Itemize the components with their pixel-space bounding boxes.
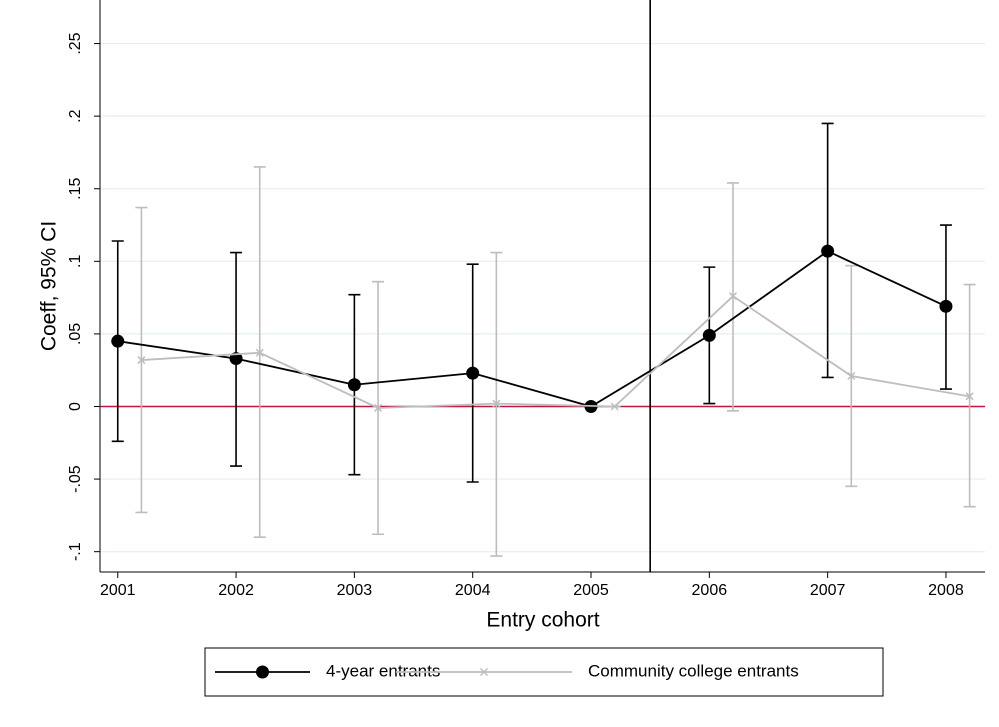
point xyxy=(821,244,835,258)
x-tick-label: 2006 xyxy=(692,582,728,599)
x-tick-label: 2007 xyxy=(810,582,846,599)
y-tick-label: .2 xyxy=(67,109,84,122)
y-tick-label: .1 xyxy=(67,255,84,268)
legend-label: Community college entrants xyxy=(588,661,799,680)
point xyxy=(111,334,125,348)
y-axis-label: Coeff, 95% CI xyxy=(38,221,61,351)
point xyxy=(347,378,361,392)
x-axis-label: Entry cohort xyxy=(486,609,599,632)
y-tick-label: .25 xyxy=(67,32,84,54)
point xyxy=(466,366,480,380)
y-tick-label: -.05 xyxy=(67,465,84,493)
x-tick-label: 2004 xyxy=(455,582,491,599)
point xyxy=(255,348,264,357)
x-tick-label: 2003 xyxy=(337,582,373,599)
point xyxy=(229,352,243,366)
point xyxy=(965,392,974,401)
point xyxy=(728,292,738,301)
y-tick-label: -.1 xyxy=(67,542,84,561)
point xyxy=(939,299,953,313)
legend-label: 4-year entrants xyxy=(326,661,440,680)
legend-marker xyxy=(256,665,269,679)
point xyxy=(137,356,146,365)
point xyxy=(702,328,716,342)
series-line xyxy=(117,250,947,408)
point xyxy=(374,403,383,412)
point xyxy=(847,371,856,381)
x-tick-label: 2001 xyxy=(100,582,136,599)
series-line xyxy=(141,295,970,409)
y-tick-label: .15 xyxy=(67,178,84,200)
x-tick-label: 2005 xyxy=(573,582,609,599)
y-tick-label: 0 xyxy=(67,402,84,411)
point xyxy=(492,399,501,408)
y-tick-label: .05 xyxy=(67,323,84,345)
legend-marker xyxy=(479,667,489,677)
x-tick-label: 2002 xyxy=(218,582,254,599)
point xyxy=(610,402,619,411)
x-tick-label: 2008 xyxy=(928,582,964,599)
